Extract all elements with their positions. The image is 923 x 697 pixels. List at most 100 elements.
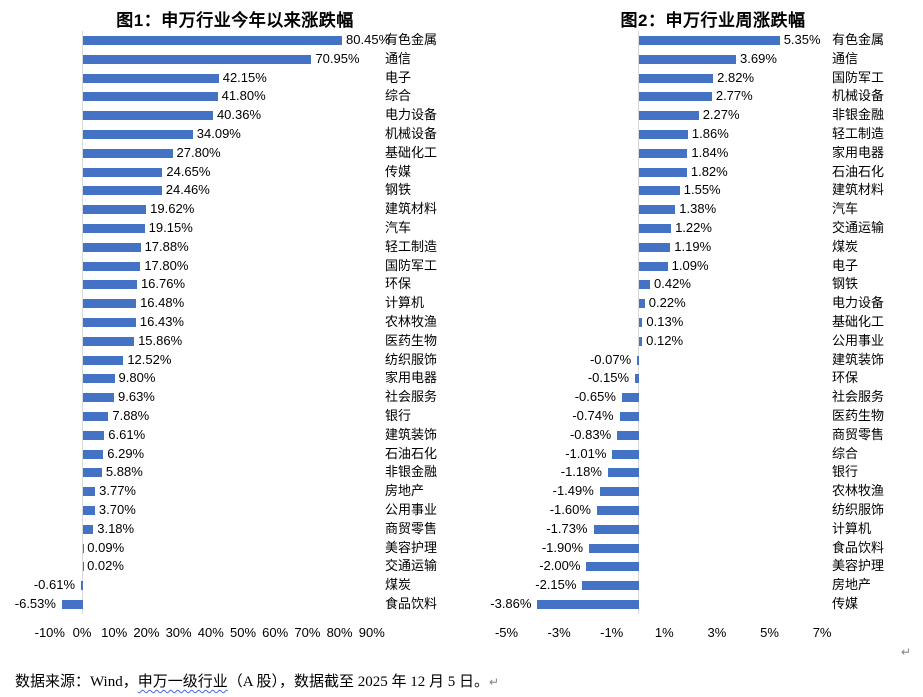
value-label: 34.09% — [196, 126, 241, 141]
value-label: 0.22% — [648, 295, 686, 311]
category-label: 通信 — [832, 50, 859, 66]
value-label: -0.83% — [569, 426, 612, 442]
category-label: 商贸零售 — [832, 426, 885, 442]
value-label: 40.36% — [216, 107, 262, 123]
source-underlined-term: 申万一级行业 — [137, 674, 228, 690]
category-label: 建筑装饰 — [832, 351, 885, 367]
value-label: 1.55% — [683, 182, 721, 198]
source-prefix: 数据来源：Wind， — [15, 674, 138, 690]
category-label: 国防军工 — [832, 69, 885, 85]
category-label: 纺织服饰 — [832, 502, 885, 517]
category-label: 机械设备 — [385, 126, 438, 141]
category-label: 基础化工 — [385, 144, 438, 160]
category-label: 家用电器 — [385, 370, 438, 386]
x-axis-tick-label: 90% — [358, 625, 385, 640]
bar — [83, 186, 162, 196]
chart-title: 图2：申万行业周涨跌幅 — [620, 11, 806, 30]
value-label: -3.86% — [490, 596, 532, 611]
category-label: 社会服务 — [832, 389, 885, 405]
bar — [639, 186, 680, 196]
category-label: 轻工制造 — [385, 238, 438, 254]
x-axis-tick-label: -10% — [34, 625, 65, 640]
bar — [83, 92, 218, 102]
bar — [83, 355, 124, 365]
bar — [607, 468, 639, 478]
bar — [586, 562, 639, 572]
value-label: 1.09% — [671, 257, 709, 273]
chart-title: 图1：申万行业今年以来涨跌幅 — [116, 11, 354, 30]
bar — [639, 336, 643, 346]
bar — [83, 111, 213, 121]
category-label: 钢铁 — [832, 276, 859, 292]
bar — [639, 111, 699, 121]
category-label: 环保 — [832, 370, 859, 386]
bar — [582, 581, 639, 591]
category-label: 轻工制造 — [832, 126, 885, 141]
value-label: -0.74% — [572, 408, 614, 423]
category-label: 基础化工 — [832, 314, 885, 329]
category-label: 公用事业 — [832, 332, 885, 348]
x-axis-tick-label: 5% — [760, 625, 779, 640]
value-label: -1.01% — [565, 445, 607, 461]
bar — [639, 317, 643, 327]
bar — [83, 336, 135, 346]
bar — [81, 581, 83, 591]
category-label: 煤炭 — [385, 577, 412, 593]
x-axis-tick-label: 60% — [262, 625, 289, 640]
category-label: 电力设备 — [832, 295, 885, 311]
x-axis-tick-label: 40% — [197, 625, 224, 640]
value-label: 6.61% — [108, 426, 146, 442]
bar — [83, 562, 84, 572]
value-label: 80.45% — [346, 32, 391, 47]
bar — [83, 54, 312, 64]
source-suffix: （A 股），数据截至 2025 年 12 月 5 日。 — [227, 674, 490, 690]
category-label: 计算机 — [385, 295, 425, 311]
category-label: 电子 — [832, 257, 859, 273]
value-label: -0.61% — [33, 577, 76, 593]
bar — [639, 54, 737, 64]
x-axis-tick-label: 1% — [654, 625, 674, 640]
category-label: 交通运输 — [832, 220, 885, 235]
bar — [612, 449, 639, 459]
bar — [83, 411, 109, 421]
value-label: 9.80% — [118, 370, 156, 386]
bar — [83, 505, 95, 515]
value-label: 5.35% — [783, 32, 821, 47]
category-label: 钢铁 — [385, 182, 412, 198]
bar — [639, 205, 676, 215]
category-label: 石油石化 — [832, 163, 885, 179]
value-label: 3.69% — [740, 50, 777, 66]
source-note: 数据来源：Wind，申万一级行业（A 股），数据截至 2025 年 12 月 5… — [15, 670, 499, 691]
value-label: 3.77% — [99, 483, 136, 499]
bar — [537, 599, 639, 609]
category-label: 煤炭 — [832, 238, 859, 254]
value-label: 0.12% — [646, 332, 684, 348]
value-label: 1.86% — [691, 126, 729, 141]
chart-weekly-change: 图2：申万行业周涨跌幅 5.35% 有色金属 3.69% 通信 2.82% 国防军工 2.7… — [460, 6, 923, 656]
category-label: 商贸零售 — [385, 520, 438, 536]
value-label: 1.19% — [674, 238, 712, 254]
value-label: 17.80% — [144, 257, 189, 273]
x-axis-tick-label: -5% — [494, 625, 519, 640]
bar — [639, 223, 672, 233]
value-label: -1.90% — [541, 539, 584, 555]
category-label: 国防军工 — [385, 257, 438, 273]
category-label: 社会服务 — [385, 389, 438, 405]
category-label: 有色金属 — [832, 32, 885, 47]
category-label: 通信 — [385, 50, 412, 66]
category-label: 美容护理 — [832, 558, 885, 574]
bar — [83, 317, 136, 327]
category-label: 美容护理 — [385, 539, 438, 555]
bar — [83, 223, 145, 233]
zero-axis-line — [638, 31, 639, 614]
category-label: 纺织服饰 — [385, 351, 438, 367]
x-axis-tick-label: 0% — [72, 625, 92, 640]
value-label: 19.62% — [150, 201, 195, 217]
value-label: 41.80% — [221, 88, 266, 104]
value-label: 2.27% — [702, 107, 740, 123]
value-label: 1.82% — [690, 163, 728, 179]
value-label: 70.95% — [315, 50, 360, 66]
value-label: 24.65% — [166, 163, 211, 179]
category-label: 环保 — [385, 276, 412, 292]
